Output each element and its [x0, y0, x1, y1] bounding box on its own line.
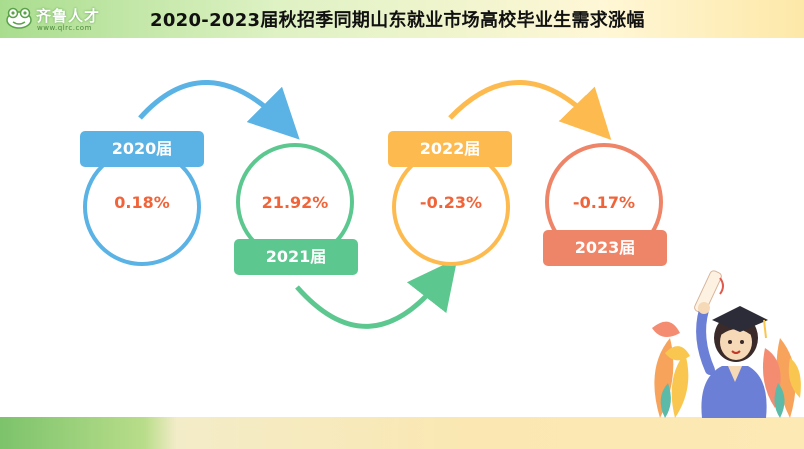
arrow-2022-to-2023 — [448, 80, 612, 141]
frog-logo-icon — [6, 7, 32, 29]
arrow-2020-to-2021 — [138, 80, 300, 140]
footer-bar — [0, 417, 804, 449]
value-2022: -0.23% — [419, 193, 483, 212]
header-bar: 齐鲁人才 www.qlrc.com 2020-2023届秋招季同期山东就业市场高… — [0, 0, 804, 38]
label-2023: 2023届 — [543, 230, 667, 266]
label-2020: 2020届 — [80, 131, 204, 167]
logo-url: www.qlrc.com — [37, 24, 92, 32]
graduation-cap-icon — [712, 306, 768, 339]
logo[interactable]: 齐鲁人才 www.qlrc.com — [6, 4, 126, 34]
arrow-2021-to-2022 — [295, 258, 458, 329]
page-title: 2020-2023届秋招季同期山东就业市场高校毕业生需求涨幅 — [150, 10, 645, 31]
value-2021: 21.92% — [261, 193, 329, 212]
logo-text: 齐鲁人才 — [36, 7, 101, 25]
value-2023: -0.17% — [572, 193, 636, 212]
graduate-illustration — [652, 270, 801, 418]
leaves-icon — [652, 321, 801, 418]
label-2021: 2021届 — [234, 239, 358, 275]
value-2020: 0.18% — [114, 193, 170, 212]
label-2022: 2022届 — [388, 131, 512, 167]
